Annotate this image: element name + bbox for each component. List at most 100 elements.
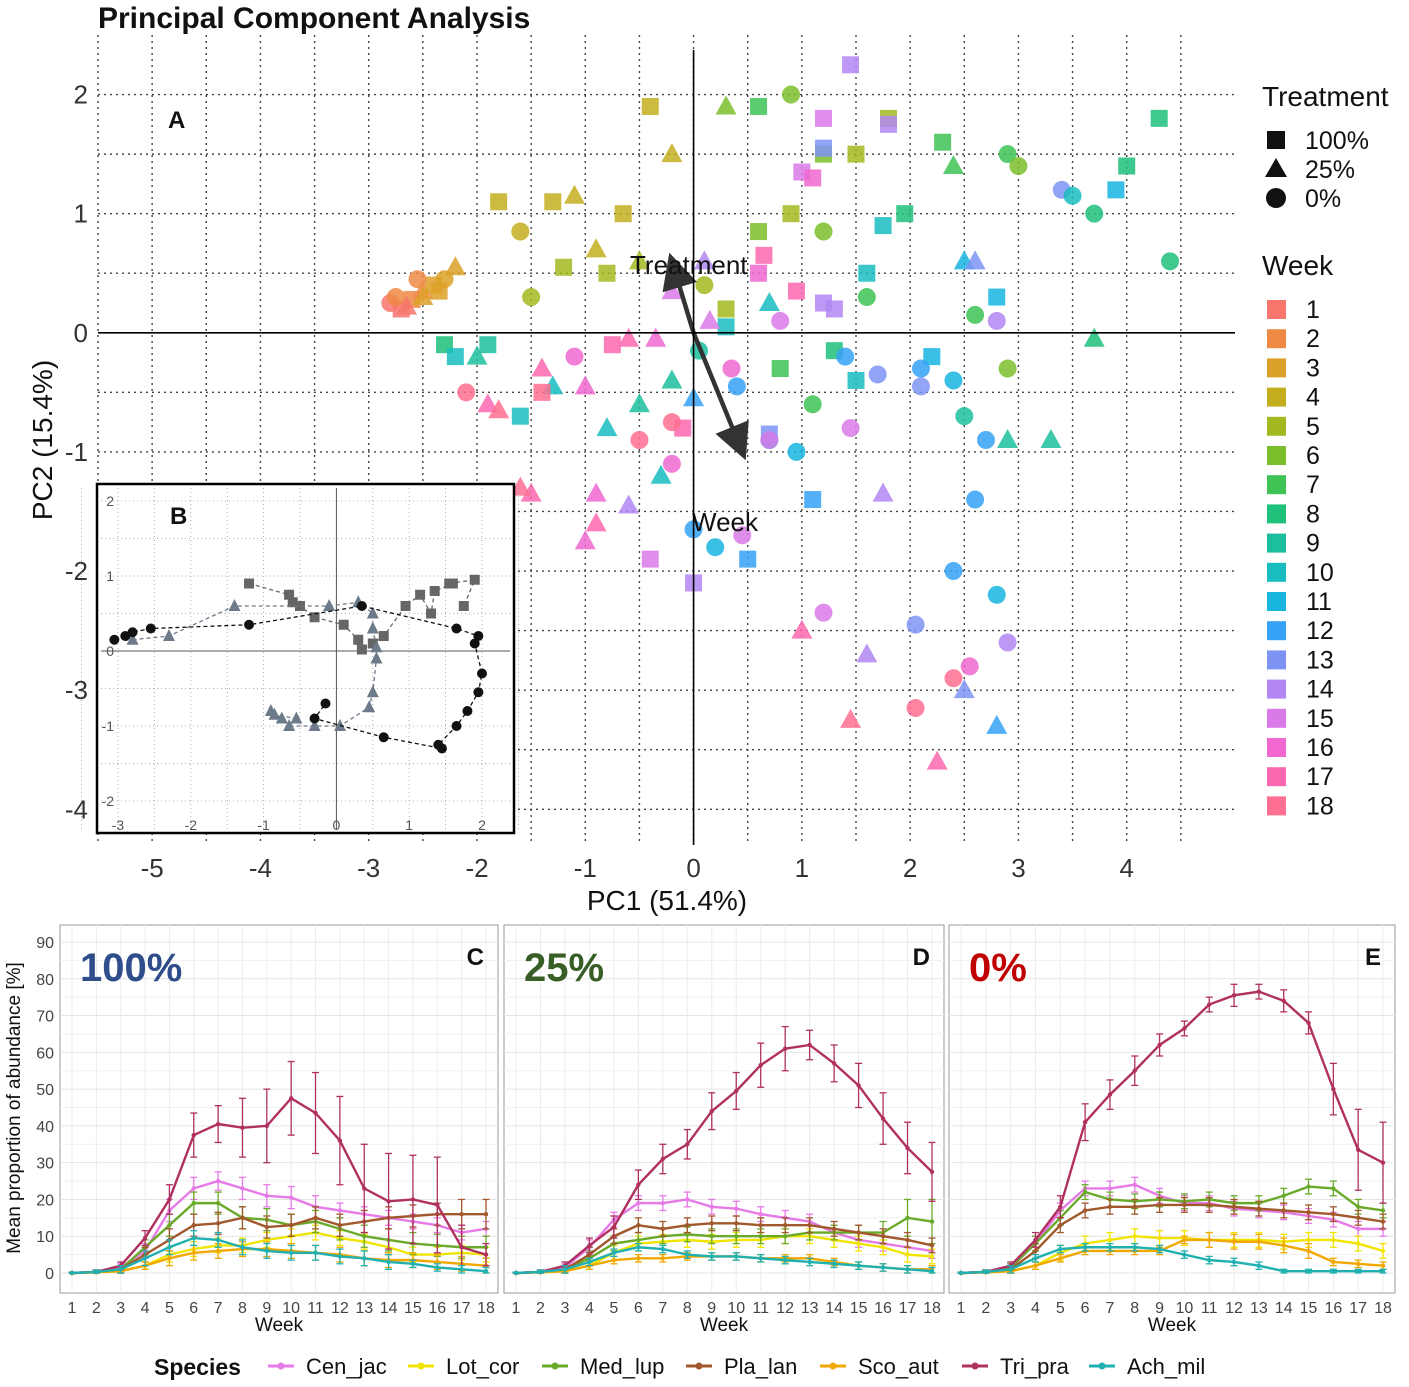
y-tick-label: 1 xyxy=(74,199,88,229)
series-point xyxy=(1182,1237,1187,1243)
series-point xyxy=(856,1263,861,1268)
data-point-triangle xyxy=(574,530,596,550)
data-point-circle xyxy=(911,377,930,396)
inset-point xyxy=(290,711,303,724)
series-point xyxy=(1331,1237,1336,1243)
x-tick-label: 6 xyxy=(1081,1300,1090,1317)
series-point xyxy=(1058,1204,1063,1209)
series-point xyxy=(1008,1267,1013,1272)
x-tick-label: 15 xyxy=(1300,1300,1318,1317)
x-tick-label: 2 xyxy=(981,1300,990,1317)
data-point-triangle xyxy=(715,95,737,115)
series-point xyxy=(191,1132,196,1138)
series-point xyxy=(856,1230,861,1235)
series-point xyxy=(215,1121,221,1127)
data-point-square xyxy=(874,217,892,235)
inset-panel-b: -3 -2 -1 0 1 2 -2 -1 0 1 2 B xyxy=(81,482,519,835)
series-point xyxy=(905,1252,910,1257)
pca-axes: -5 -4 -3 -2 -1 0 1 2 3 4 -4 -3 -2 -1 0 1 2 PC1 (51.4%) PC2… xyxy=(27,50,1235,916)
y-tick-label: 60 xyxy=(36,1045,54,1062)
inset-point xyxy=(127,627,138,638)
data-point-circle xyxy=(814,222,833,241)
series-point xyxy=(660,1156,666,1162)
legend-treatment-title: Treatment xyxy=(1262,81,1389,112)
series-point xyxy=(459,1245,464,1250)
x-tick-label: 17 xyxy=(1349,1300,1367,1317)
series-point xyxy=(435,1202,440,1208)
series-point xyxy=(191,1235,196,1241)
data-point-triangle xyxy=(1083,327,1105,347)
data-point-square xyxy=(614,205,632,223)
inset-point xyxy=(356,601,367,611)
x-tick-label: 2 xyxy=(92,1300,101,1317)
data-point-square xyxy=(533,383,551,401)
series-point xyxy=(337,1222,343,1228)
series-point xyxy=(240,1125,245,1130)
series-point xyxy=(636,1256,641,1261)
series-point xyxy=(782,1257,788,1263)
series-point xyxy=(215,1221,221,1226)
data-point-circle xyxy=(662,413,681,432)
species-legend-label: Med_lup xyxy=(580,1354,664,1379)
series-point xyxy=(758,1234,763,1239)
series-point xyxy=(685,1197,690,1202)
series-point xyxy=(929,1254,935,1259)
data-point-square xyxy=(1107,181,1125,199)
series-point xyxy=(483,1211,489,1217)
data-point-square xyxy=(771,360,789,378)
data-point-square xyxy=(544,193,562,211)
x-tick-label: 4 xyxy=(1119,853,1133,883)
species-legend-dot xyxy=(829,1362,837,1370)
inset-point xyxy=(370,640,383,653)
data-point-square xyxy=(847,145,865,163)
inset-point xyxy=(378,732,389,743)
x-tick-label: 11 xyxy=(307,1300,324,1317)
series-line-Tri_pra xyxy=(515,1043,933,1275)
data-point-triangle xyxy=(585,482,607,502)
data-point-square xyxy=(511,407,529,425)
y-tick-label: 80 xyxy=(36,972,54,989)
legend-treatment-label: 25% xyxy=(1305,156,1355,184)
y-tick-label: 10 xyxy=(36,1229,54,1246)
x-tick-label: 14 xyxy=(825,1300,843,1317)
data-point-square xyxy=(896,205,914,223)
series-point xyxy=(1331,1086,1336,1092)
x-tick-label: 8 xyxy=(683,1300,692,1317)
x-tick-label: 5 xyxy=(1056,1300,1065,1317)
legend-week-label: 8 xyxy=(1306,500,1320,528)
series-point xyxy=(831,1061,837,1066)
inset-point xyxy=(462,706,473,716)
series-point xyxy=(337,1254,343,1259)
inset-point xyxy=(334,719,347,731)
series-point xyxy=(807,1259,812,1265)
x-tick-label: 1 xyxy=(68,1300,77,1317)
data-point-square xyxy=(717,318,735,336)
series-point xyxy=(264,1193,270,1198)
series-point xyxy=(1107,1092,1113,1097)
data-point-square xyxy=(490,193,508,211)
data-point-triangle xyxy=(856,643,878,663)
series-point xyxy=(685,1142,690,1147)
panel-label-b: B xyxy=(170,503,187,530)
series-point xyxy=(611,1257,617,1263)
series-point xyxy=(1331,1259,1336,1265)
data-point-square xyxy=(842,56,860,74)
x-axis-title: Week xyxy=(1148,1315,1197,1336)
panel-label: C xyxy=(467,944,484,971)
legend-week-swatch xyxy=(1267,358,1286,378)
legend-week-title: Week xyxy=(1262,250,1334,281)
data-point-square xyxy=(804,169,822,187)
panel-frame xyxy=(948,924,1396,1294)
data-point-triangle xyxy=(563,184,585,204)
series-point xyxy=(611,1250,617,1255)
series-point xyxy=(167,1197,172,1202)
series-point xyxy=(1355,1204,1361,1209)
data-point-square xyxy=(879,115,897,133)
series-point xyxy=(313,1110,318,1116)
series-point xyxy=(1182,1026,1187,1031)
data-point-triangle xyxy=(618,494,640,514)
series-point xyxy=(483,1252,489,1257)
series-line-Pla_lan xyxy=(960,1203,1384,1275)
legend-week-label: 4 xyxy=(1306,384,1320,412)
